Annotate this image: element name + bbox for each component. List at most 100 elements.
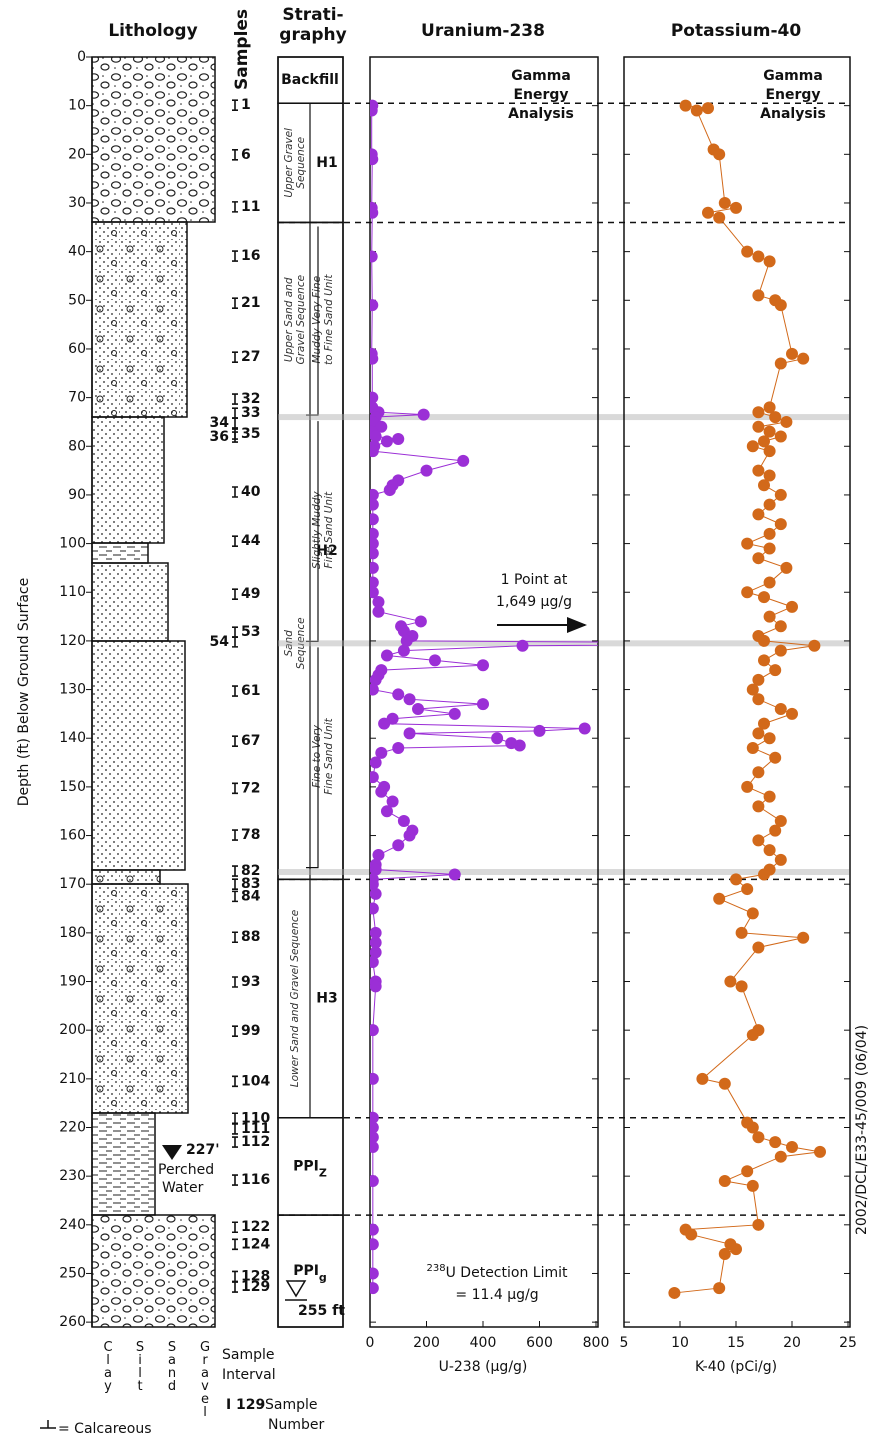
sample-marker <box>232 250 238 262</box>
annotation: 238U Detection Limit <box>427 1263 568 1282</box>
data-point <box>763 401 776 414</box>
sample-marker <box>232 393 238 405</box>
sample-label: 11 <box>241 199 260 215</box>
strat-unit <box>277 1214 344 1328</box>
sample-marker <box>232 1174 238 1186</box>
sample-marker <box>232 99 238 111</box>
data-point <box>797 352 810 365</box>
sample-marker <box>232 486 238 498</box>
sample-marker <box>232 1123 238 1135</box>
data-point <box>412 703 425 716</box>
data-point <box>370 299 379 312</box>
data-point <box>769 751 782 764</box>
y-tick-label: 110 <box>59 584 86 600</box>
annotation: 1 Point at <box>501 572 568 588</box>
contact-band <box>278 414 849 421</box>
data-point <box>752 1131 765 1144</box>
sample-label: 93 <box>241 974 260 990</box>
data-point <box>774 644 787 657</box>
data-point <box>370 1121 379 1134</box>
sample-label: 83 <box>241 876 260 892</box>
data-point <box>786 347 798 360</box>
data-point <box>780 415 793 428</box>
strat-label-text: H3 <box>316 991 337 1007</box>
data-point <box>741 245 754 258</box>
data-point <box>380 649 393 662</box>
x-tick-label: 5 <box>620 1335 629 1351</box>
data-point <box>752 420 765 433</box>
y-tick-label: 130 <box>59 682 86 698</box>
data-point <box>763 844 776 857</box>
data-point <box>713 148 726 161</box>
data-point <box>397 814 410 827</box>
data-point <box>448 707 461 720</box>
calcareous-symbol <box>40 1420 56 1429</box>
data-line <box>674 105 821 1294</box>
y-tick-label: 190 <box>59 974 86 990</box>
data-point <box>668 1286 681 1299</box>
data-point <box>763 469 776 482</box>
y-tick-label: 90 <box>68 487 86 503</box>
data-point <box>370 956 379 969</box>
annotation: Analysis <box>508 106 574 122</box>
sample-marker <box>232 407 238 419</box>
data-point <box>533 724 546 737</box>
y-tick-label: 30 <box>68 195 86 211</box>
y-tick-label: 180 <box>59 925 86 941</box>
y-tick-label: 260 <box>59 1314 86 1330</box>
sequence-label: Sand <box>283 630 295 657</box>
subunit-label: to Fine Sand Unit <box>323 274 335 365</box>
data-point <box>370 391 379 404</box>
data-point <box>763 445 776 458</box>
header: Lithology <box>108 21 197 41</box>
data-point <box>730 873 742 886</box>
legend-text: Interval <box>222 1367 276 1383</box>
data-point <box>370 1072 379 1085</box>
data-point <box>752 289 765 302</box>
data-point <box>769 411 782 424</box>
data-point <box>370 513 379 526</box>
strat-label-text: H2 <box>316 543 337 559</box>
data-point <box>370 683 379 696</box>
subunit-label: Slightly Muddy <box>311 491 323 569</box>
data-point <box>774 518 787 531</box>
data-point <box>370 547 379 560</box>
sample-marker <box>232 626 238 638</box>
data-point <box>392 741 405 754</box>
data-point <box>774 488 787 501</box>
data-point <box>383 484 396 497</box>
x-tick-label: 600 <box>526 1335 553 1351</box>
data-point <box>403 727 416 740</box>
data-point <box>713 892 726 905</box>
annotation: Analysis <box>760 106 826 122</box>
sample-label: 61 <box>241 683 260 699</box>
sample-label: 36 <box>210 429 229 445</box>
sample-marker <box>232 1270 238 1283</box>
sample-label: 34 <box>210 415 230 431</box>
data-point <box>370 863 382 876</box>
strat-label-text: PPI <box>293 1158 319 1174</box>
data-point <box>746 741 759 754</box>
sample-label: 84 <box>241 888 261 904</box>
data-point <box>718 1248 731 1261</box>
data-point <box>763 790 776 803</box>
sample-marker <box>232 890 238 903</box>
data-point <box>370 902 379 915</box>
sample-label: 104 <box>241 1073 270 1089</box>
data-point <box>578 722 591 735</box>
data-point <box>370 1140 379 1153</box>
sample-label: 40 <box>241 484 261 500</box>
data-point <box>735 926 748 939</box>
data-point <box>763 610 776 623</box>
data-point <box>758 634 770 647</box>
data-point <box>797 931 810 944</box>
data-point <box>370 936 382 949</box>
data-point <box>370 887 382 900</box>
legend-text: Sample <box>222 1347 275 1363</box>
subunit-label: Fine Sand Unit <box>323 717 335 794</box>
data-point <box>746 683 759 696</box>
data-point <box>370 756 382 769</box>
sample-label: 54 <box>210 634 230 650</box>
water-label: Water <box>162 1180 204 1196</box>
data-point <box>758 868 770 881</box>
